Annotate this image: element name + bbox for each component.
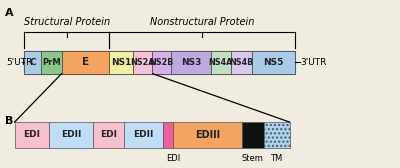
Bar <box>231 51 252 74</box>
Bar <box>133 51 152 74</box>
Text: EDIII: EDIII <box>195 130 220 140</box>
Bar <box>62 51 109 74</box>
Bar <box>152 51 171 74</box>
Bar <box>93 122 124 148</box>
Text: NS4B: NS4B <box>229 58 254 67</box>
Text: NS2B: NS2B <box>150 58 174 67</box>
Text: B: B <box>5 116 13 126</box>
Text: 3'UTR: 3'UTR <box>300 58 327 67</box>
Bar <box>242 122 264 148</box>
Bar <box>109 51 133 74</box>
Text: EDI: EDI <box>24 131 40 139</box>
Text: Nonstructural Protein: Nonstructural Protein <box>150 17 254 27</box>
Text: EDII: EDII <box>134 131 154 139</box>
Text: E: E <box>82 57 89 67</box>
Text: PrM: PrM <box>42 58 61 67</box>
Text: NS5: NS5 <box>263 58 284 67</box>
Text: Structural Protein: Structural Protein <box>24 17 110 27</box>
Bar <box>252 51 295 74</box>
Bar <box>49 122 93 148</box>
Text: C: C <box>30 58 36 67</box>
Bar <box>171 51 211 74</box>
Text: NS2A: NS2A <box>130 58 155 67</box>
Bar <box>173 122 242 148</box>
Text: 5'UTR: 5'UTR <box>7 58 33 67</box>
Text: A: A <box>5 8 13 18</box>
Bar <box>15 122 49 148</box>
Bar <box>211 51 231 74</box>
Text: EDI: EDI <box>166 154 180 163</box>
Bar <box>163 122 173 148</box>
Text: NS3: NS3 <box>181 58 201 67</box>
Text: NS1: NS1 <box>111 58 131 67</box>
Bar <box>124 122 163 148</box>
Text: Stem: Stem <box>242 154 264 163</box>
Bar <box>41 51 62 74</box>
Bar <box>24 51 41 74</box>
Bar <box>24 51 295 74</box>
Bar <box>264 122 290 148</box>
Text: EDI: EDI <box>100 131 117 139</box>
Text: TM: TM <box>270 154 283 163</box>
Text: NS4A: NS4A <box>209 58 233 67</box>
Text: EDII: EDII <box>61 131 81 139</box>
